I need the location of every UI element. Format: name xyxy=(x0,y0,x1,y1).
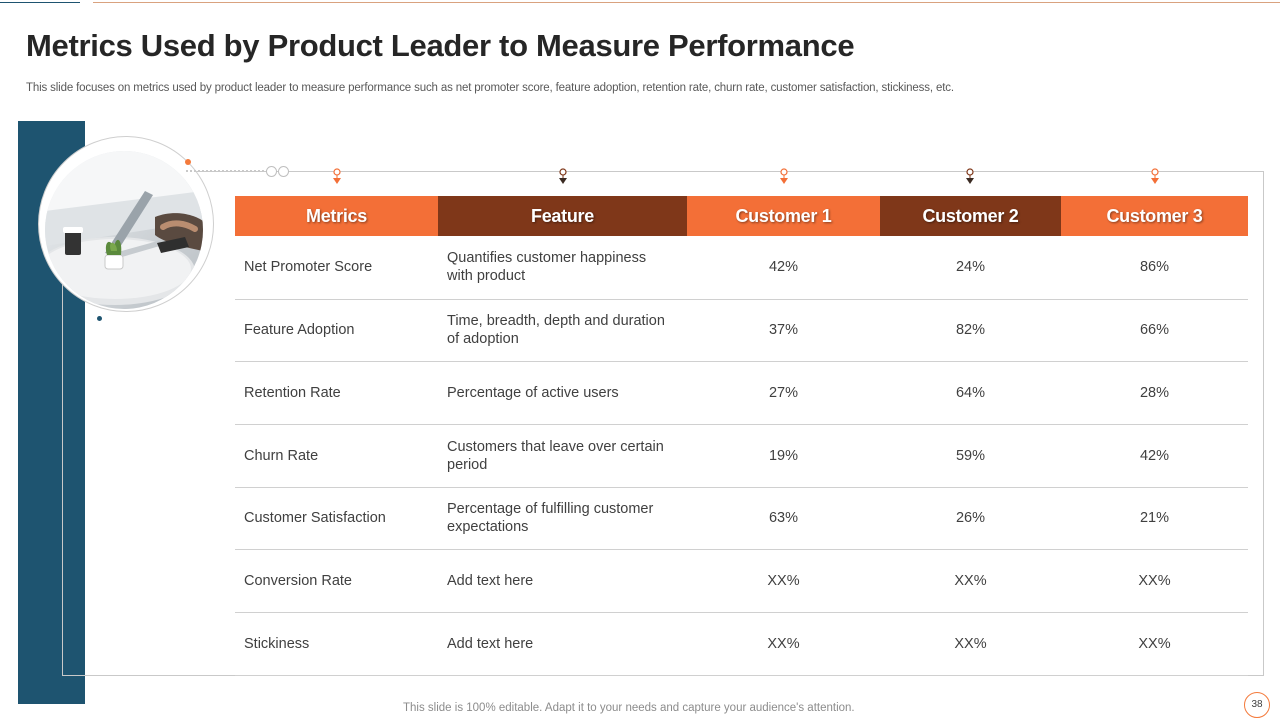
content-frame xyxy=(62,171,1264,676)
feature-description: Add text here xyxy=(438,612,687,676)
table-row: Retention Rate Percentage of active user… xyxy=(235,361,1248,425)
footer-note: This slide is 100% editable. Adapt it to… xyxy=(403,702,855,714)
feature-description: Add text here xyxy=(438,549,687,613)
customer-3-value: 42% xyxy=(1061,424,1248,488)
office-photo xyxy=(45,151,203,309)
header-customer-1: Customer 1 xyxy=(687,196,880,236)
feature-description: Time, breadth, depth and duration of ado… xyxy=(438,299,687,363)
decor-ring xyxy=(278,166,289,177)
customer-2-value: 26% xyxy=(880,487,1061,551)
customer-2-value: XX% xyxy=(880,612,1061,676)
feature-description: Percentage of fulfilling customer expect… xyxy=(438,487,687,551)
customer-1-value: 63% xyxy=(687,487,880,551)
map-pin-icon xyxy=(333,168,341,184)
customer-2-value: 82% xyxy=(880,299,1061,363)
customer-1-value: XX% xyxy=(687,549,880,613)
customer-1-value: 37% xyxy=(687,299,880,363)
customer-1-value: 19% xyxy=(687,424,880,488)
decor-dot-blue xyxy=(97,316,102,321)
metric-name: Churn Rate xyxy=(235,424,438,488)
customer-3-value: XX% xyxy=(1061,612,1248,676)
table-row: Churn Rate Customers that leave over cer… xyxy=(235,424,1248,488)
customer-2-value: XX% xyxy=(880,549,1061,613)
table-row: Conversion Rate Add text here XX% XX% XX… xyxy=(235,549,1248,613)
table-header-row: Metrics Feature Customer 1 Customer 2 Cu… xyxy=(235,196,1248,236)
feature-description: Quantifies customer happiness with produ… xyxy=(438,236,687,300)
customer-2-value: 24% xyxy=(880,236,1061,300)
metrics-table: Metrics Feature Customer 1 Customer 2 Cu… xyxy=(235,196,1248,676)
metric-name: Stickiness xyxy=(235,612,438,676)
customer-2-value: 64% xyxy=(880,361,1061,425)
table-row: Customer Satisfaction Percentage of fulf… xyxy=(235,487,1248,551)
decor-dot-orange xyxy=(185,159,191,165)
slide-title: Metrics Used by Product Leader to Measur… xyxy=(26,28,855,63)
customer-3-value: 21% xyxy=(1061,487,1248,551)
map-pin-icon xyxy=(1151,168,1159,184)
top-accent-line-orange xyxy=(93,2,1280,3)
metric-name: Feature Adoption xyxy=(235,299,438,363)
slide-subtitle: This slide focuses on metrics used by pr… xyxy=(26,82,954,94)
map-pin-icon xyxy=(559,168,567,184)
table-row: Net Promoter Score Quantifies customer h… xyxy=(235,236,1248,300)
customer-3-value: 66% xyxy=(1061,299,1248,363)
header-customer-3: Customer 3 xyxy=(1061,196,1248,236)
customer-3-value: 28% xyxy=(1061,361,1248,425)
feature-description: Customers that leave over certain period xyxy=(438,424,687,488)
customer-3-value: XX% xyxy=(1061,549,1248,613)
table-row: Feature Adoption Time, breadth, depth an… xyxy=(235,299,1248,363)
metric-name: Net Promoter Score xyxy=(235,236,438,300)
map-pin-icon xyxy=(780,168,788,184)
header-feature: Feature xyxy=(438,196,687,236)
header-metrics: Metrics xyxy=(235,196,438,236)
page-number: 38 xyxy=(1244,692,1270,718)
office-desk-photo-icon xyxy=(45,151,203,309)
customer-2-value: 59% xyxy=(880,424,1061,488)
header-customer-2: Customer 2 xyxy=(880,196,1061,236)
decor-ring xyxy=(266,166,277,177)
map-pin-icon xyxy=(966,168,974,184)
metric-name: Retention Rate xyxy=(235,361,438,425)
feature-description: Percentage of active users xyxy=(438,361,687,425)
top-accent-line-blue xyxy=(0,2,80,3)
customer-1-value: XX% xyxy=(687,612,880,676)
customer-3-value: 86% xyxy=(1061,236,1248,300)
metric-name: Customer Satisfaction xyxy=(235,487,438,551)
table-row: Stickiness Add text here XX% XX% XX% xyxy=(235,612,1248,676)
customer-1-value: 27% xyxy=(687,361,880,425)
decor-dotted-line xyxy=(186,170,268,172)
customer-1-value: 42% xyxy=(687,236,880,300)
metric-name: Conversion Rate xyxy=(235,549,438,613)
